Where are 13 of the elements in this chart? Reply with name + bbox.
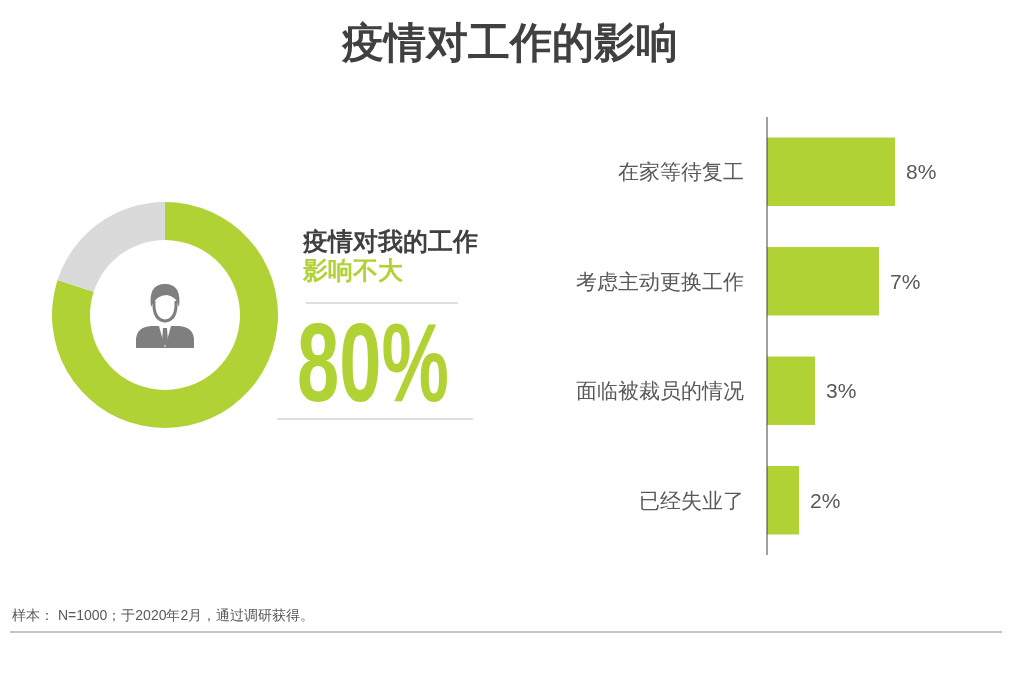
data-label: 7% [890, 269, 921, 293]
y-tick-label: 在家等待复工 [618, 160, 744, 184]
y-tick-label: 面临被裁员的情况 [576, 379, 744, 403]
data-label: 8% [906, 160, 937, 184]
data-label: 3% [826, 379, 857, 403]
data-label: 2% [810, 488, 841, 512]
y-tick-label: 考虑主动更换工作 [576, 269, 744, 293]
chart-title: 疫情对工作的影响 [341, 19, 678, 66]
text: 样本： N=1000；于2020年2月，通过调研获得。 [12, 607, 315, 623]
text: 疫情对我的工作 [302, 227, 478, 255]
data-label: 80% [297, 300, 522, 425]
slice-label: 影响不大 [302, 256, 404, 284]
y-tick-label: 已经失业了 [639, 488, 744, 512]
